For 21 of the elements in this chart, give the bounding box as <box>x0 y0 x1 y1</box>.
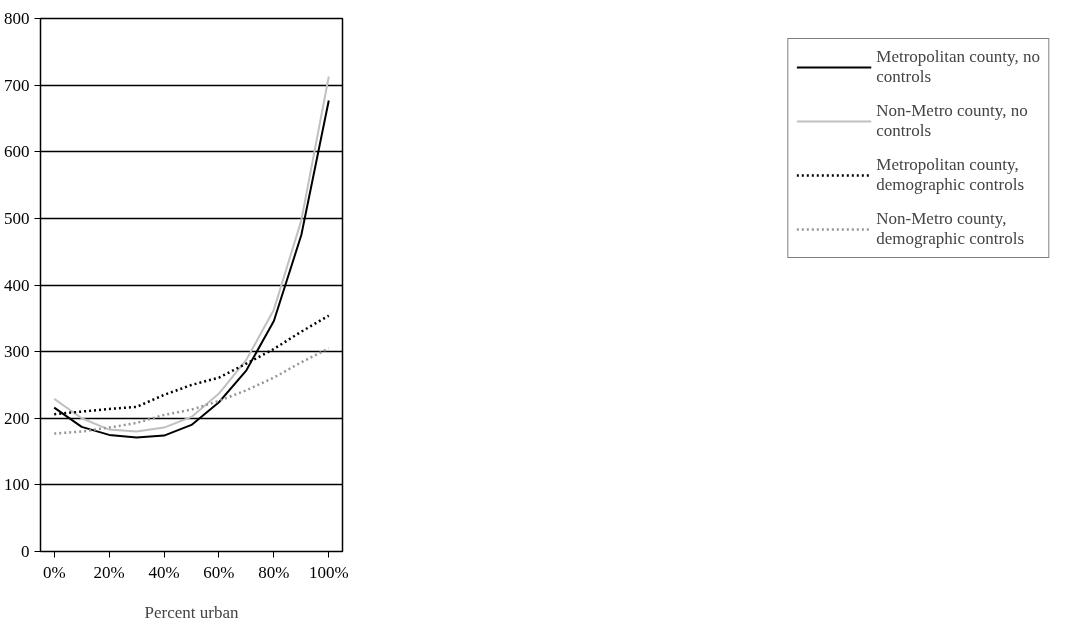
legend-label: Metropolitan county, demographic controls <box>876 155 1025 195</box>
x-tick-label: 0% <box>42 562 66 582</box>
x-tick-label: 20% <box>93 562 125 582</box>
y-tick-label: 200 <box>4 408 30 428</box>
y-tick-label: 700 <box>4 75 30 95</box>
y-tick-label: 800 <box>4 9 30 28</box>
legend-label: Non-Metro county, demographic controls <box>876 209 1025 249</box>
x-tick-label: 40% <box>148 562 180 582</box>
y-tick-label: 400 <box>4 275 30 295</box>
y-tick-label: 0 <box>21 542 30 561</box>
y-tick-label: 600 <box>4 142 30 162</box>
y-tick-label: 500 <box>4 208 30 228</box>
legend-label: Non-Metro county, no controls <box>876 101 1028 141</box>
line-series <box>52 347 331 435</box>
y-tick-label: 100 <box>4 475 30 495</box>
x-tick-label: 100% <box>308 562 349 582</box>
x-tick-label: 80% <box>258 562 290 582</box>
y-tick-label: 300 <box>4 342 30 362</box>
x-axis-title: Percent urban <box>144 602 239 622</box>
legend-label: Metropolitan county, no controls <box>876 47 1040 87</box>
x-tick-label: 60% <box>203 562 235 582</box>
